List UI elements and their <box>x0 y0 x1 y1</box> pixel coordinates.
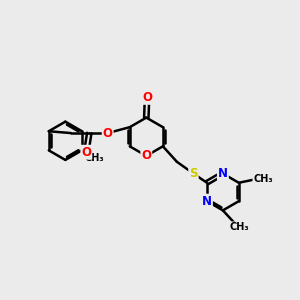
Text: N: N <box>202 195 212 208</box>
Text: O: O <box>81 146 91 159</box>
Text: CH₃: CH₃ <box>85 152 104 163</box>
Text: S: S <box>189 167 198 180</box>
Text: CH₃: CH₃ <box>253 174 273 184</box>
Text: N: N <box>218 167 228 180</box>
Text: O: O <box>142 91 152 104</box>
Text: O: O <box>141 149 151 162</box>
Text: CH₃: CH₃ <box>230 222 249 232</box>
Text: O: O <box>103 127 113 140</box>
